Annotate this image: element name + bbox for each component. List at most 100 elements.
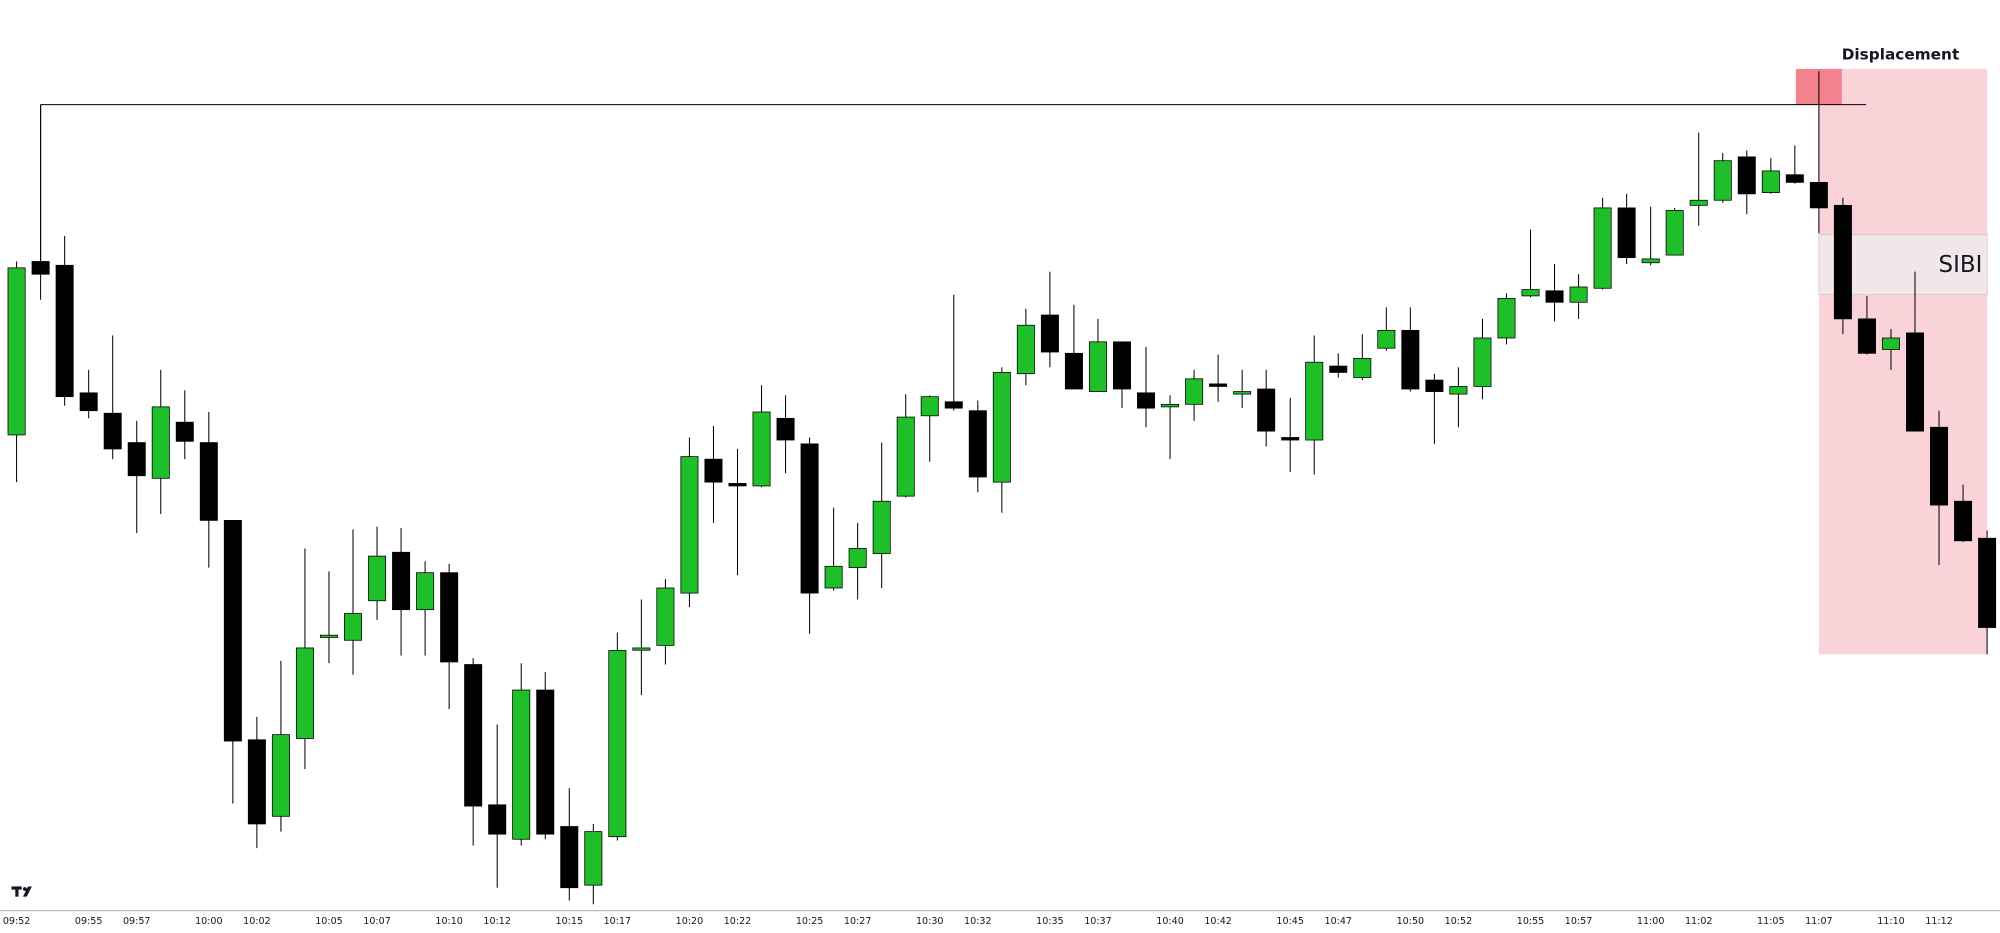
- candle-body-down: [1617, 207, 1636, 259]
- candle-body-up: [1521, 289, 1540, 297]
- candle-body-down: [1112, 341, 1131, 390]
- candle-body-down: [247, 739, 266, 825]
- candle-body-down: [704, 458, 723, 483]
- candle-body-down: [944, 401, 963, 409]
- candle-body-down: [1209, 383, 1228, 387]
- candle-body-up: [368, 555, 387, 602]
- candle-body-up: [920, 396, 939, 417]
- x-tick-label: 10:17: [604, 916, 632, 927]
- x-tick-label: 10:45: [1276, 916, 1304, 927]
- x-tick-label: 10:07: [363, 916, 391, 927]
- candle-body-down: [392, 551, 411, 611]
- candle-body-down: [1833, 204, 1852, 320]
- candle-body-down: [1040, 314, 1059, 353]
- candle-body-up: [608, 650, 627, 838]
- candle-body-up: [1449, 386, 1468, 395]
- x-tick-label: 10:10: [435, 916, 463, 927]
- candle-body-down: [1257, 388, 1276, 432]
- x-tick-label: 10:15: [556, 916, 584, 927]
- candle-body-up: [752, 411, 771, 487]
- x-tick-label: 10:52: [1445, 916, 1473, 927]
- candle-body-up: [344, 613, 363, 641]
- candle-body-up: [1665, 210, 1684, 256]
- candle-body-down: [223, 520, 242, 742]
- candle-body-up: [1233, 391, 1252, 395]
- x-tick-label: 10:42: [1204, 916, 1232, 927]
- candle-body-up: [824, 565, 843, 589]
- sibi-label: SIBI: [1939, 252, 1983, 278]
- candle-body-up: [151, 406, 170, 479]
- candle-body-down: [968, 410, 987, 478]
- displacement-zone: [1818, 68, 1988, 655]
- candle-body-down: [464, 664, 483, 807]
- candle-body-down: [79, 392, 98, 412]
- x-tick-label: 10:47: [1325, 916, 1353, 927]
- candle-body-up: [1881, 337, 1900, 350]
- candle-body-down: [1329, 365, 1348, 373]
- candle-body-up: [656, 587, 675, 646]
- candle-body-down: [1137, 392, 1156, 409]
- candle-body-up: [1305, 361, 1324, 441]
- candle-body-up: [1185, 378, 1204, 405]
- candle-body-down: [127, 442, 146, 477]
- x-tick-label: 11:05: [1757, 916, 1785, 927]
- candle-body-up: [1473, 337, 1492, 387]
- x-tick-label: 10:57: [1565, 916, 1593, 927]
- x-tick-label: 10:50: [1397, 916, 1425, 927]
- displacement-label: Displacement: [1842, 45, 1960, 63]
- x-tick-label: 11:07: [1805, 916, 1833, 927]
- candle-body-down: [199, 442, 218, 521]
- x-tick-label: 10:25: [796, 916, 824, 927]
- candle-body-down: [1785, 174, 1804, 183]
- candles: [7, 71, 1997, 905]
- x-tick-label: 11:12: [1925, 916, 1953, 927]
- candle-body-down: [560, 826, 579, 889]
- candle-body-down: [31, 261, 50, 275]
- candle-body-up: [295, 647, 314, 739]
- candle-body-up: [1088, 341, 1107, 392]
- candle-body-down: [776, 417, 795, 441]
- candle-body-up: [1641, 258, 1660, 264]
- x-tick-label: 10:30: [916, 916, 944, 927]
- candle-body-down: [1954, 500, 1973, 542]
- candle-body-up: [872, 500, 891, 554]
- candle-body-down: [103, 412, 122, 450]
- candle-body-down: [800, 443, 819, 594]
- x-tick-label: 10:02: [243, 916, 271, 927]
- candle-body-up: [992, 372, 1011, 483]
- candle-body-up: [584, 831, 603, 886]
- candle-body-up: [1761, 170, 1780, 193]
- candle-body-down: [536, 689, 555, 835]
- candle-body-down: [1425, 379, 1444, 392]
- candle-body-down: [175, 421, 194, 442]
- logo: [11, 886, 32, 897]
- x-tick-label: 09:55: [75, 916, 103, 927]
- candle-body-down: [1401, 329, 1420, 390]
- candle-body-down: [1064, 352, 1083, 390]
- candle-body-up: [512, 689, 531, 840]
- candle-body-up: [1569, 286, 1588, 303]
- candle-body-down: [1737, 156, 1756, 195]
- x-tick-label: 10:32: [964, 916, 992, 927]
- candle-body-up: [271, 734, 290, 817]
- candle-body-up: [1713, 160, 1732, 201]
- candle-body-up: [7, 267, 26, 436]
- candle-body-up: [319, 634, 338, 638]
- x-tick-label: 10:35: [1036, 916, 1064, 927]
- candle-body-down: [1930, 426, 1949, 506]
- x-tick-label: 10:00: [195, 916, 223, 927]
- x-ticks: 09:52 09:55 09:57 10:00 10:02 10:05 10:07 10:10…: [3, 916, 1953, 927]
- x-tick-label: 10:27: [844, 916, 872, 927]
- candle-body-up: [1016, 324, 1035, 375]
- x-tick-label: 09:57: [123, 916, 151, 927]
- candle-body-down: [1857, 318, 1876, 354]
- candle-body-up: [1377, 329, 1396, 349]
- x-tick-label: 09:52: [3, 916, 31, 927]
- x-tick-label: 10:40: [1156, 916, 1184, 927]
- x-tick-label: 10:20: [676, 916, 704, 927]
- candle-body-down: [1281, 437, 1300, 441]
- candle-body-up: [632, 647, 651, 651]
- candle-body-down: [1906, 332, 1924, 432]
- x-tick-label: 10:22: [724, 916, 752, 927]
